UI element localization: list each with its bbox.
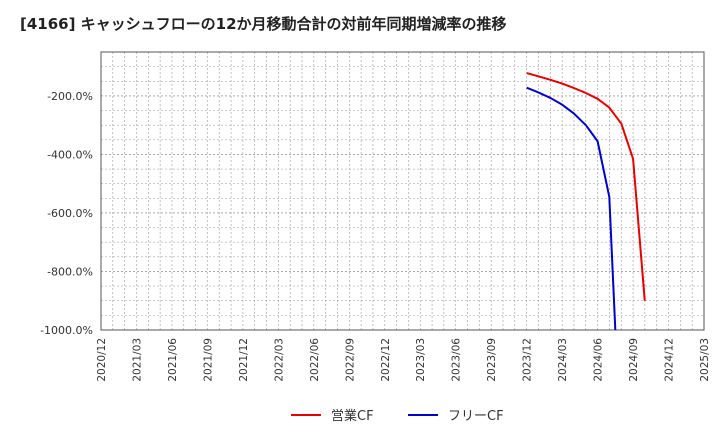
y-tick-label: -400.0% [47,148,93,161]
x-axis-ticks: 2020/12 2021/03 2021/06 2021/09 2021/12 2022/… [96,338,711,382]
x-tick-label: 2023/12 [522,338,534,382]
series-line-free-cf [526,86,617,331]
x-tick-label: 2020/12 [96,338,108,382]
x-tick-label: 2021/12 [238,338,250,382]
x-tick-label: 2024/09 [628,338,640,382]
series-line-operating-cf [526,72,646,301]
legend-free-cf-label: フリーCF [448,409,504,424]
y-axis-ticks: -200.0% -400.0% -600.0% -800.0% -1000.0% [40,90,93,337]
plot-background [101,52,704,330]
legend: 営業CF フリーCF [291,408,504,424]
x-tick-label: 2024/06 [593,338,605,382]
x-tick-label: 2022/09 [344,338,356,382]
y-tick-label: -200.0% [47,90,93,103]
chart-title: [4166] キャッシュフローの12か月移動合計の対前年同期増減率の推移 [20,15,507,33]
x-tick-label: 2021/03 [131,338,143,382]
series-layer [526,72,646,331]
y-tick-label: -600.0% [47,207,93,220]
plot-border [100,51,705,331]
x-tick-label: 2023/09 [486,338,498,382]
x-tick-label: 2023/06 [451,338,463,382]
legend-operating-cf-label: 営業CF [331,408,374,424]
x-tick-label: 2024/12 [664,338,676,382]
y-tick-label: -800.0% [47,265,93,278]
grid-lines [101,52,704,331]
x-tick-label: 2022/03 [273,338,285,382]
x-tick-label: 2022/12 [380,338,392,382]
x-tick-label: 2023/03 [415,338,427,382]
x-tick-label: 2021/09 [202,338,214,382]
x-tick-label: 2021/06 [167,338,179,382]
x-tick-label: 2022/06 [309,338,321,382]
x-tick-label: 2025/03 [699,338,711,382]
y-tick-label: -1000.0% [40,324,93,337]
x-tick-label: 2024/03 [557,338,569,382]
